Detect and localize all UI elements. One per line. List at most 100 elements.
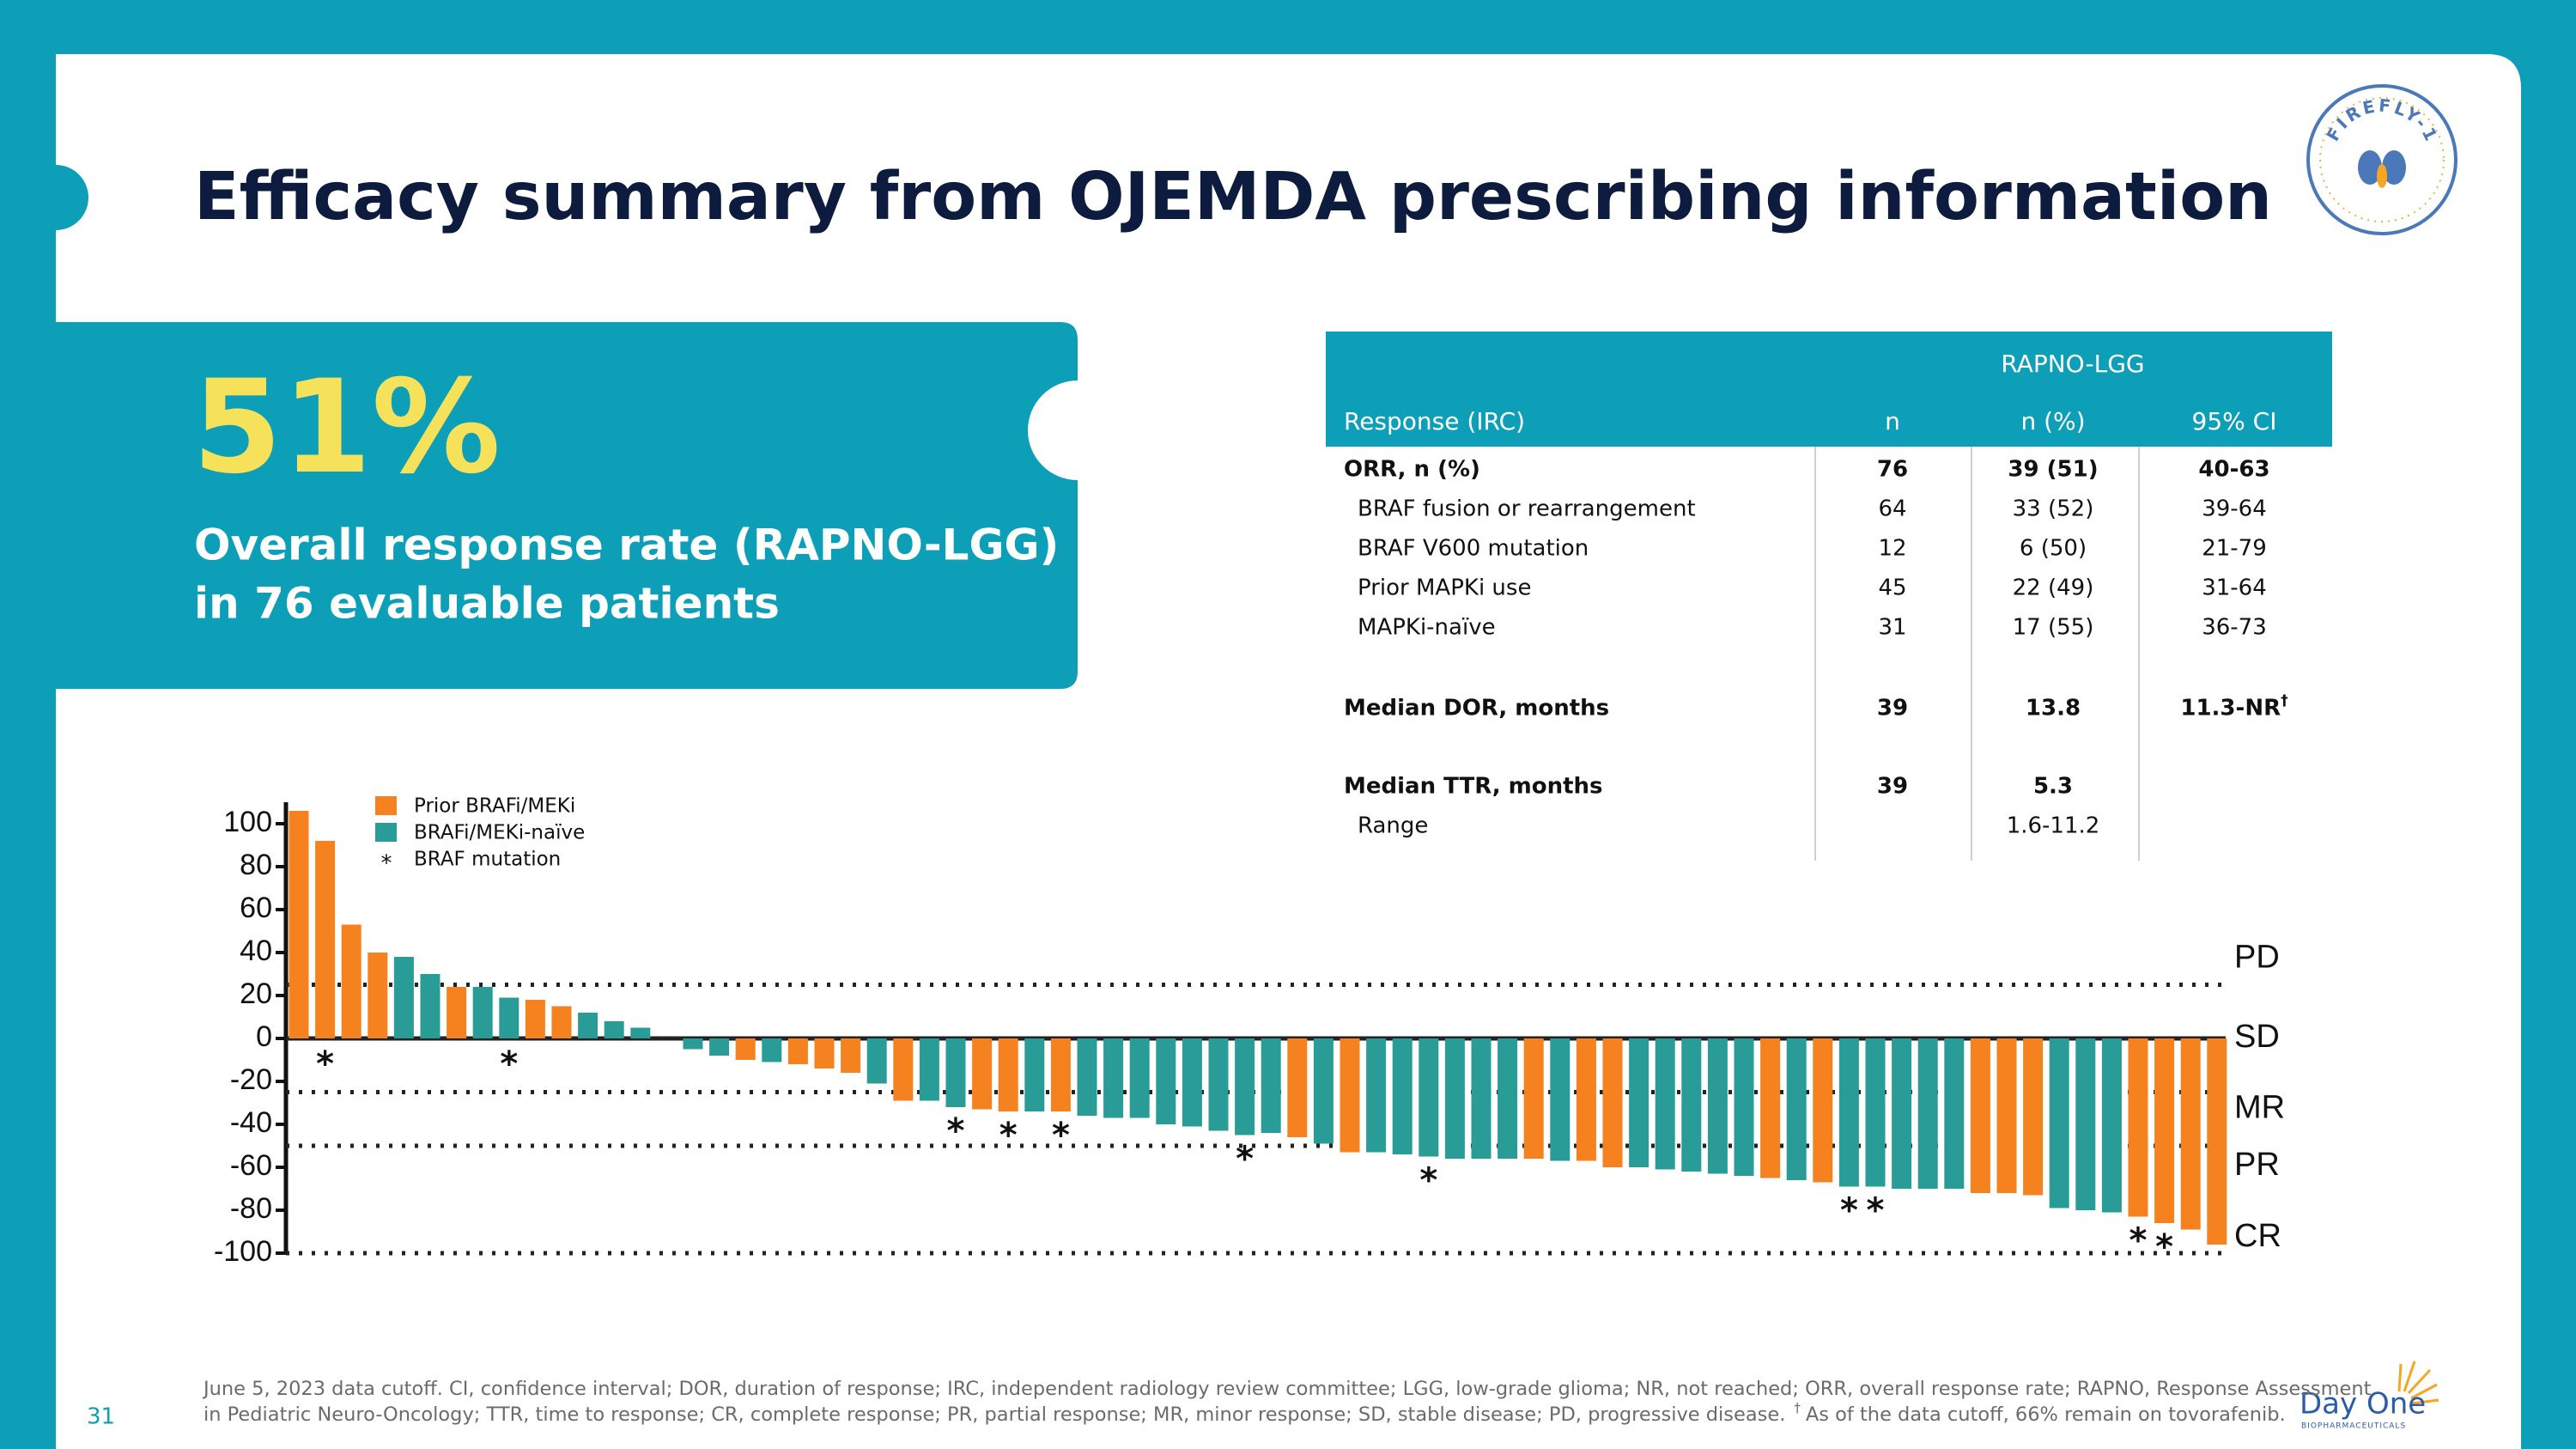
table-cell: 31-64 xyxy=(2202,575,2267,601)
bar xyxy=(866,1038,887,1084)
table-cell: 22 (49) xyxy=(2013,575,2094,601)
footnote-note: As of the data cutoff, 66% remain on tov… xyxy=(1806,1403,2286,1426)
y-tick-label: -80 xyxy=(230,1192,272,1225)
mutation-marker: * xyxy=(947,1111,965,1151)
table-column-header: n xyxy=(1885,407,1900,435)
mutation-marker: * xyxy=(2155,1227,2173,1267)
bar xyxy=(893,1038,914,1101)
table-cell: 1.6-11.2 xyxy=(2007,813,2100,839)
y-tick-label: 40 xyxy=(240,935,272,967)
bar xyxy=(1602,1038,1623,1167)
legend-marker: * xyxy=(381,851,392,877)
table-cell: 64 xyxy=(1878,496,1906,522)
y-tick-label: 20 xyxy=(240,977,272,1010)
table-cell: Median DOR, months xyxy=(1344,696,1609,721)
callout-text: in 76 evaluable patients xyxy=(194,579,780,629)
y-tick-label: -20 xyxy=(230,1063,272,1096)
table-cell: BRAF V600 mutation xyxy=(1358,536,1589,562)
bar xyxy=(1261,1038,1281,1133)
table-cell: Range xyxy=(1358,813,1428,839)
table-cell: 5.3 xyxy=(2033,774,2073,800)
bar xyxy=(1392,1038,1413,1154)
mutation-marker: * xyxy=(1419,1161,1437,1201)
table-header xyxy=(1326,332,2332,447)
logo-wing xyxy=(2358,150,2382,185)
legend-label: Prior BRAFi/MEKi xyxy=(414,795,575,818)
mutation-marker: * xyxy=(1236,1140,1254,1179)
legend-swatch xyxy=(375,823,397,842)
bar xyxy=(945,1038,966,1107)
bar xyxy=(1077,1038,1097,1116)
y-tick-label: 0 xyxy=(256,1020,272,1053)
bar xyxy=(1760,1038,1781,1178)
page-number: 31 xyxy=(87,1404,115,1430)
mutation-marker: * xyxy=(1840,1191,1858,1231)
table-column-header: Response (IRC) xyxy=(1344,407,1525,435)
bar xyxy=(919,1038,939,1101)
y-tick-label: 60 xyxy=(240,892,272,924)
mutation-marker: * xyxy=(500,1044,518,1084)
table-cell: 39 (51) xyxy=(2008,457,2098,483)
table-cell: 45 xyxy=(1878,575,1906,601)
notch xyxy=(23,165,88,230)
bar xyxy=(735,1038,756,1060)
logo-body xyxy=(2377,164,2387,188)
bar xyxy=(472,987,493,1038)
y-tick-label: 100 xyxy=(223,806,272,838)
table-group-header: RAPNO-LGG xyxy=(2001,350,2144,378)
bar xyxy=(604,1021,624,1038)
y-tick-label: -40 xyxy=(230,1106,272,1139)
table-cell: MAPKi-naïve xyxy=(1358,615,1496,641)
reference-label: MR xyxy=(2234,1090,2285,1126)
bar xyxy=(2049,1038,2069,1209)
table-cell: ORR, n (%) xyxy=(1344,457,1480,483)
bar xyxy=(1050,1038,1071,1111)
bar xyxy=(1892,1038,1912,1189)
legend-label: BRAFi/MEKi-naïve xyxy=(414,822,585,844)
bar xyxy=(1865,1038,1886,1187)
bar xyxy=(2128,1038,2148,1217)
reference-label: PD xyxy=(2234,940,2280,976)
bar xyxy=(1471,1038,1492,1159)
table-cell: 39 xyxy=(1877,774,1908,800)
footnote: in Pediatric Neuro-Oncology; TTR, time t… xyxy=(204,1400,2286,1426)
table-cell: 13.8 xyxy=(2026,696,2081,721)
bar xyxy=(1970,1038,1990,1193)
footnote-dagger: † xyxy=(1794,1400,1801,1416)
bar xyxy=(1707,1038,1728,1174)
y-tick-label: 80 xyxy=(240,849,272,881)
logo-wing xyxy=(2382,150,2406,185)
table-cell: 36-73 xyxy=(2202,615,2267,641)
bar xyxy=(1576,1038,1596,1161)
footnote-line: in Pediatric Neuro-Oncology; TTR, time t… xyxy=(204,1403,1785,1426)
callout-value: 51% xyxy=(192,353,501,502)
bar xyxy=(841,1038,861,1073)
table-cell: Median TTR, months xyxy=(1344,774,1603,800)
bar xyxy=(972,1038,993,1110)
bar xyxy=(1734,1038,1754,1176)
bar xyxy=(1838,1038,1859,1187)
bar xyxy=(2154,1038,2175,1223)
bar xyxy=(683,1038,703,1050)
y-tick-label: -60 xyxy=(230,1149,272,1182)
logo-ring xyxy=(2306,84,2458,235)
callout-text: Overall response rate (RAPNO-LGG) xyxy=(194,521,1059,570)
bar xyxy=(1103,1038,1124,1118)
mutation-marker: * xyxy=(316,1044,334,1084)
bar xyxy=(1944,1038,1965,1189)
table-cell: BRAF fusion or rearrangement xyxy=(1358,496,1696,522)
bar xyxy=(1629,1038,1649,1167)
bar xyxy=(1313,1038,1334,1144)
table-column-header: 95% CI xyxy=(2192,407,2277,435)
bar xyxy=(393,957,414,1038)
bar xyxy=(2180,1038,2201,1230)
bar xyxy=(1813,1038,1833,1183)
bar xyxy=(1444,1038,1465,1159)
legend-swatch xyxy=(375,796,397,815)
table-cell: 39 xyxy=(1877,696,1908,721)
bar xyxy=(709,1038,730,1056)
reference-label: CR xyxy=(2234,1218,2281,1254)
footnote: June 5, 2023 data cutoff. CI, confidence… xyxy=(202,1378,2372,1400)
bar xyxy=(998,1038,1018,1111)
